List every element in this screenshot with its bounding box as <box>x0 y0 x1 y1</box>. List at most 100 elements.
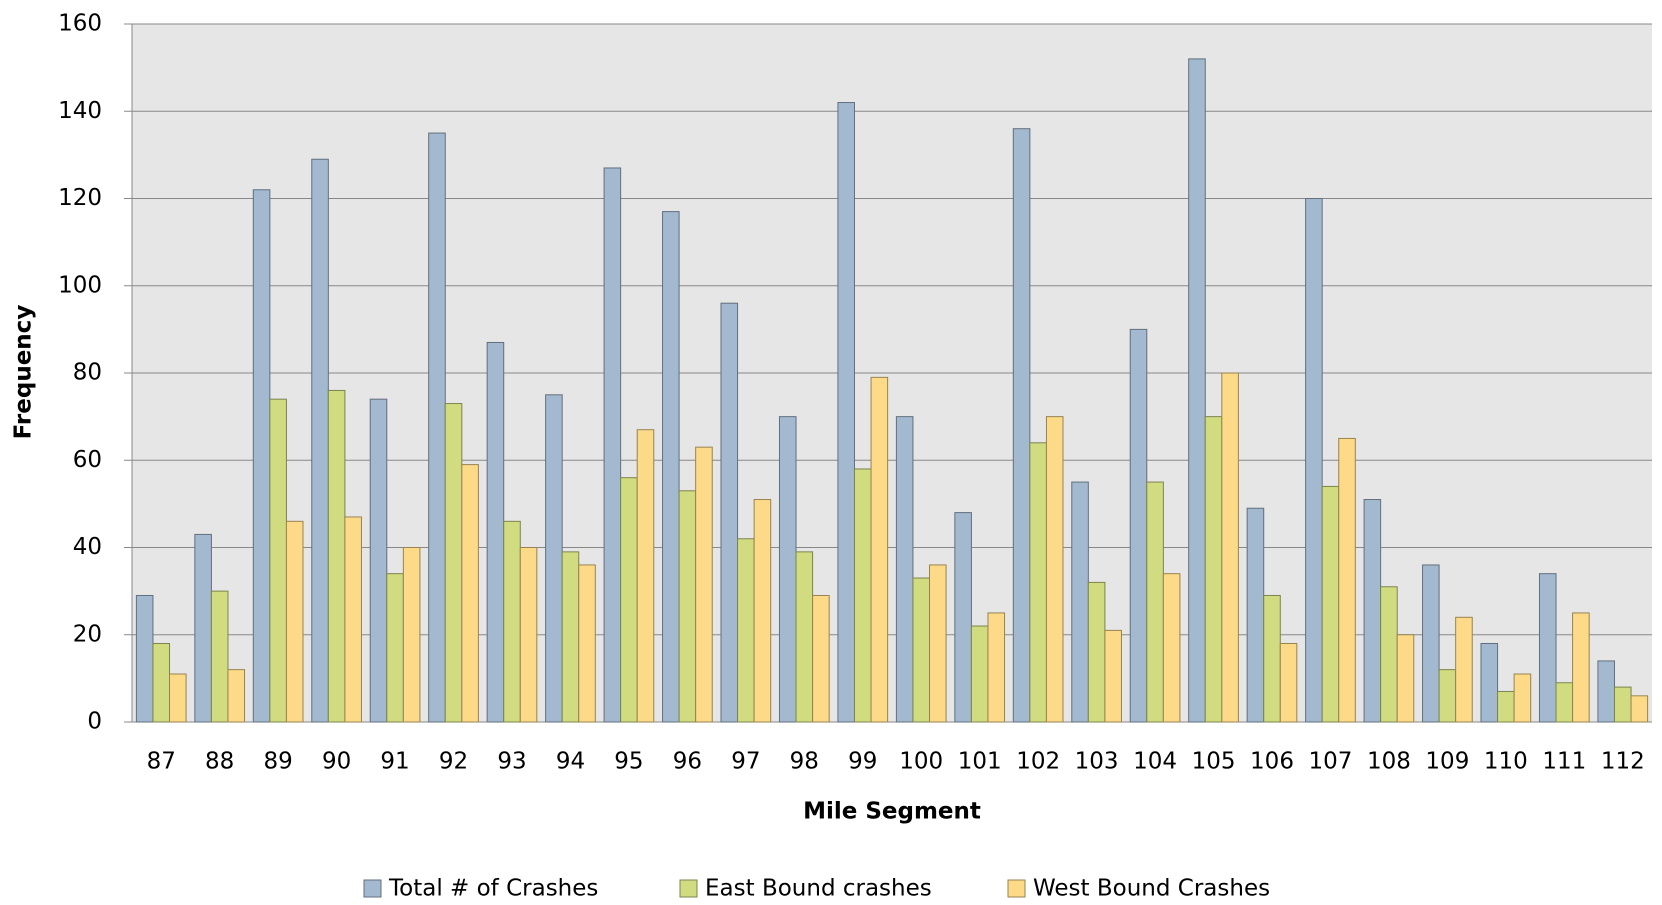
bar <box>620 477 638 723</box>
x-tick-label: 104 <box>1133 749 1177 775</box>
bar <box>1104 629 1122 723</box>
bar <box>1087 581 1106 723</box>
bar <box>1221 372 1239 723</box>
x-tick-label: 97 <box>731 749 760 775</box>
bar <box>561 551 580 723</box>
y-tick-label: 120 <box>58 185 102 211</box>
bar <box>227 669 246 723</box>
bar <box>1597 660 1615 723</box>
bar <box>737 538 755 723</box>
x-tick-label: 92 <box>439 749 468 775</box>
bar <box>1279 642 1298 723</box>
x-tick-label: 103 <box>1075 749 1119 775</box>
bar <box>1162 573 1181 723</box>
y-tick-label: 160 <box>58 11 102 37</box>
x-tick-label: 95 <box>614 749 643 775</box>
bar <box>795 551 814 723</box>
bar <box>753 499 772 723</box>
y-tick-label: 40 <box>73 534 102 560</box>
bar <box>285 520 304 723</box>
bar <box>1513 673 1532 723</box>
bar <box>778 416 797 723</box>
legend-label: East Bound crashes <box>705 876 932 902</box>
bar <box>311 158 329 723</box>
bar <box>1029 442 1047 723</box>
bar <box>152 642 171 723</box>
bar <box>1071 481 1089 723</box>
x-tick-label: 102 <box>1016 749 1060 775</box>
x-tick-label: 105 <box>1192 749 1236 775</box>
x-tick-label: 101 <box>958 749 1002 775</box>
x-tick-label: 87 <box>147 749 176 775</box>
x-tick-label: 112 <box>1601 749 1645 775</box>
x-tick-label: 111 <box>1542 749 1586 775</box>
bar <box>402 547 421 723</box>
x-tick-label: 96 <box>673 749 702 775</box>
bar <box>720 302 739 723</box>
bar <box>603 167 622 723</box>
x-tick-label: 110 <box>1484 749 1528 775</box>
bar <box>1538 573 1557 723</box>
bar <box>1188 58 1206 723</box>
bar <box>1555 682 1574 723</box>
y-tick-label: 140 <box>58 98 102 124</box>
bar <box>1396 634 1415 723</box>
bar <box>169 673 187 723</box>
bar <box>344 516 362 723</box>
bar <box>269 398 287 723</box>
bar <box>636 429 655 723</box>
legend-swatch <box>1007 879 1026 898</box>
bar <box>1630 695 1649 723</box>
bar <box>929 564 947 723</box>
x-tick-label: 94 <box>556 749 585 775</box>
bar <box>1305 198 1323 723</box>
bar <box>444 403 463 723</box>
x-tick-label: 88 <box>205 749 234 775</box>
bar <box>1045 416 1064 723</box>
bar <box>912 577 931 723</box>
bar <box>695 446 713 723</box>
bar <box>461 464 479 723</box>
bar <box>503 520 521 723</box>
bar <box>1363 499 1382 723</box>
bar <box>853 468 872 723</box>
bar <box>1380 586 1398 723</box>
y-tick-label: 100 <box>58 272 102 298</box>
bar <box>662 211 680 723</box>
bar <box>1263 594 1281 723</box>
y-tick-label: 80 <box>73 360 102 386</box>
bar <box>987 612 1006 723</box>
x-tick-label: 98 <box>790 749 819 775</box>
legend-swatch <box>679 879 698 898</box>
bar <box>1338 437 1356 723</box>
bar <box>1012 128 1031 723</box>
bar <box>1480 642 1499 723</box>
x-tick-label: 89 <box>264 749 293 775</box>
x-tick-label: 93 <box>497 749 526 775</box>
bar <box>369 398 388 723</box>
bar <box>210 590 229 723</box>
bar <box>1613 686 1632 723</box>
bar <box>386 573 404 723</box>
bar <box>1246 507 1265 723</box>
bar <box>428 132 446 723</box>
bar <box>252 189 271 723</box>
bar <box>954 512 972 723</box>
x-tick-label: 99 <box>848 749 877 775</box>
x-tick-label: 107 <box>1309 749 1353 775</box>
bar <box>545 394 563 723</box>
bar <box>837 102 855 723</box>
legend-label: Total # of Crashes <box>388 876 598 902</box>
bar <box>135 594 154 723</box>
x-tick-label: 91 <box>380 749 409 775</box>
bar <box>1204 416 1223 723</box>
bar <box>1455 616 1473 723</box>
x-tick-label: 108 <box>1367 749 1411 775</box>
bar <box>1129 328 1148 723</box>
x-axis-title: Mile Segment <box>803 799 981 825</box>
bar <box>870 376 889 723</box>
bar <box>519 547 538 723</box>
x-tick-label: 109 <box>1425 749 1469 775</box>
bar <box>194 533 212 723</box>
y-tick-label: 20 <box>73 621 102 647</box>
